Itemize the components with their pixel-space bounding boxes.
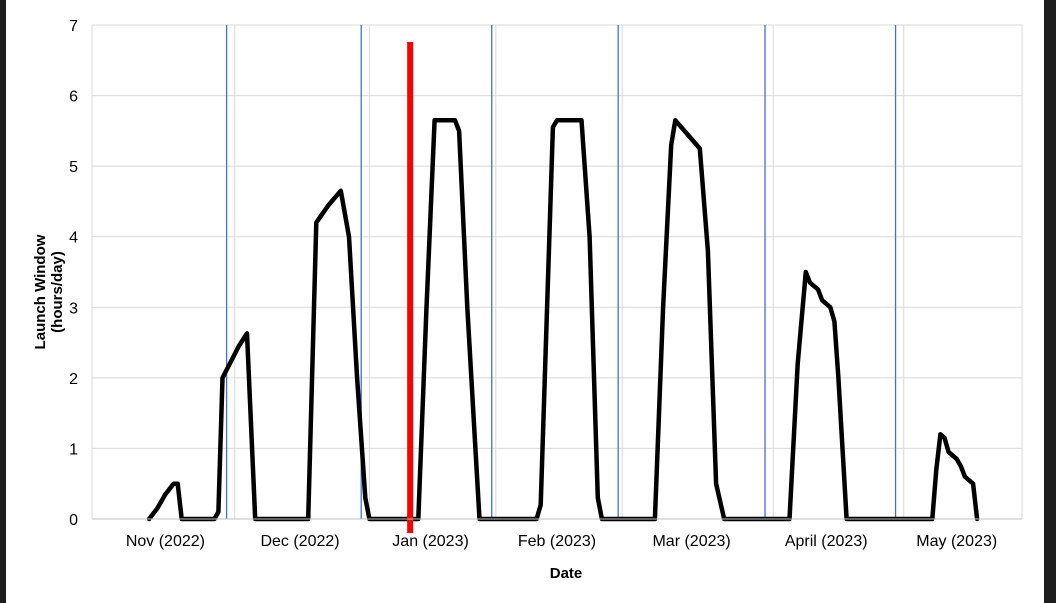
x-tick-label: Nov (2022) <box>126 533 205 550</box>
chart-panel: 0 1 2 3 4 5 6 7 Nov (2022) Dec (2022) Jan (2023) F… <box>6 0 1044 603</box>
x-tick-label: Feb (2023) <box>518 533 596 550</box>
y-tick-label: 3 <box>69 300 78 317</box>
x-tick-label: May (2023) <box>916 533 997 550</box>
x-axis-label: Date <box>549 565 583 582</box>
y-tick-label: 0 <box>69 512 78 529</box>
x-tick-label: Jan (2023) <box>392 533 469 550</box>
y-axis-label: Launch Window (hours/day) <box>32 234 66 350</box>
y-tick-label: 2 <box>69 371 78 388</box>
y-tick-label: 1 <box>69 441 78 458</box>
y-tick-label: 5 <box>69 159 78 176</box>
x-tick-label: Mar (2023) <box>652 533 730 550</box>
series-line <box>146 118 980 522</box>
y-tick-label: 6 <box>69 89 78 106</box>
launch-window-chart: 0 1 2 3 4 5 6 7 Nov (2022) Dec (2022) Jan (2023) F… <box>69 18 1023 550</box>
y-tick-label: 7 <box>69 18 78 35</box>
x-tick-label: Dec (2022) <box>260 533 339 550</box>
x-tick-label: April (2023) <box>785 533 868 550</box>
y-tick-label: 4 <box>69 230 78 247</box>
